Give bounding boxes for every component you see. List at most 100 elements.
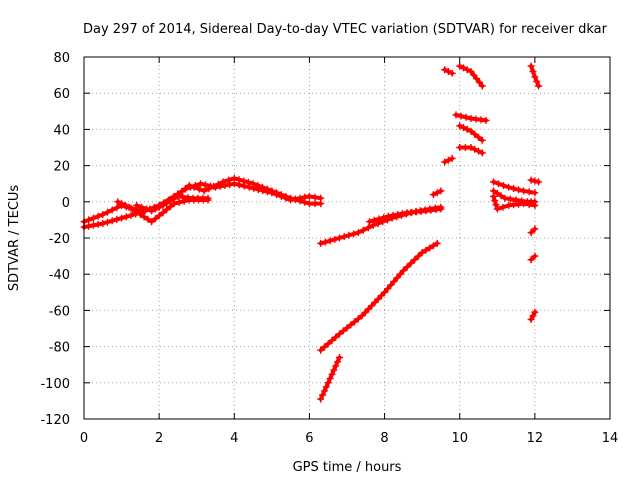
ticks: [83, 56, 611, 420]
data-point: [113, 215, 121, 223]
data-point: [529, 312, 537, 320]
data-point: [351, 318, 358, 326]
data-point: [467, 144, 475, 151]
series-arc-10: [441, 154, 456, 166]
data-point: [340, 233, 348, 241]
data-point: [136, 211, 144, 218]
data-point: [490, 178, 497, 186]
series-arc-19: [527, 62, 543, 90]
data-point: [151, 215, 159, 223]
data-point: [527, 229, 535, 237]
data-point: [495, 180, 502, 188]
data-point: [263, 188, 271, 196]
data-point: [245, 183, 253, 191]
data-point: [377, 292, 385, 300]
data-point: [125, 203, 133, 211]
series-arc-21: [527, 225, 539, 237]
x-tick-label: 2: [155, 431, 163, 446]
data-point: [324, 340, 332, 348]
data-point: [326, 237, 334, 245]
data-point: [366, 218, 373, 226]
data-point: [393, 274, 401, 282]
y-tick-label: -80: [49, 341, 70, 356]
data-point: [506, 195, 514, 203]
data-point: [324, 379, 332, 387]
data-point: [411, 256, 419, 264]
data-point: [365, 305, 372, 313]
data-point: [375, 215, 383, 223]
data-point: [296, 194, 304, 202]
series-arc-23: [527, 308, 539, 323]
data-point: [384, 212, 392, 220]
data-point: [277, 192, 285, 200]
data-point: [159, 201, 167, 209]
data-point: [244, 178, 252, 186]
data-point: [226, 181, 234, 189]
data-point: [471, 130, 479, 138]
data-point: [200, 187, 208, 195]
data-point: [336, 354, 343, 361]
data-point: [195, 185, 203, 193]
data-point: [473, 75, 481, 83]
data-point: [463, 125, 471, 133]
data-point: [471, 145, 479, 153]
data-point: [259, 187, 267, 195]
data-point: [359, 226, 367, 234]
data-point: [138, 203, 146, 211]
data-point: [525, 188, 533, 196]
data-point: [501, 194, 509, 202]
data-point: [326, 375, 334, 383]
data-point: [99, 211, 107, 218]
data-point: [104, 218, 111, 226]
data-point: [321, 343, 328, 351]
data-point: [418, 249, 426, 256]
data-point: [475, 147, 482, 155]
data-point: [396, 270, 404, 278]
series-arc-9: [429, 187, 445, 199]
data-point: [343, 324, 351, 332]
data-point: [89, 221, 97, 229]
data-point: [384, 285, 392, 293]
y-tick-label: 0: [62, 196, 70, 211]
data-point: [394, 211, 402, 218]
data-point: [531, 308, 539, 316]
data-point: [328, 336, 336, 344]
data-point: [370, 216, 378, 224]
data-point: [535, 178, 543, 186]
data-point: [531, 252, 539, 260]
series-group: [80, 62, 543, 403]
data-point: [151, 205, 159, 213]
data-point: [374, 295, 382, 303]
data-point: [317, 395, 325, 403]
data-point: [520, 187, 528, 195]
data-point: [448, 154, 456, 162]
data-point: [380, 214, 388, 222]
series-arc-20: [527, 176, 543, 186]
data-point: [478, 149, 486, 157]
data-point: [144, 215, 152, 223]
data-point: [118, 214, 126, 222]
data-point: [403, 263, 411, 271]
data-point: [122, 213, 130, 221]
data-point: [426, 244, 434, 252]
data-point: [321, 238, 329, 246]
data-point: [368, 302, 376, 310]
data-point: [531, 73, 539, 81]
data-point: [460, 64, 467, 72]
data-point: [467, 127, 475, 135]
data-point: [354, 229, 362, 237]
data-point: [336, 330, 343, 338]
data-point: [437, 205, 445, 213]
data-point: [422, 246, 430, 254]
data-point: [178, 188, 186, 195]
data-point: [399, 267, 407, 275]
data-point: [133, 208, 141, 216]
data-point: [287, 196, 295, 204]
data-point: [212, 183, 219, 191]
data-point: [371, 298, 379, 306]
data-point: [490, 192, 497, 200]
data-point: [170, 195, 178, 203]
data-point: [369, 221, 377, 229]
x-tick-label: 10: [451, 431, 468, 446]
data-point: [525, 201, 533, 208]
